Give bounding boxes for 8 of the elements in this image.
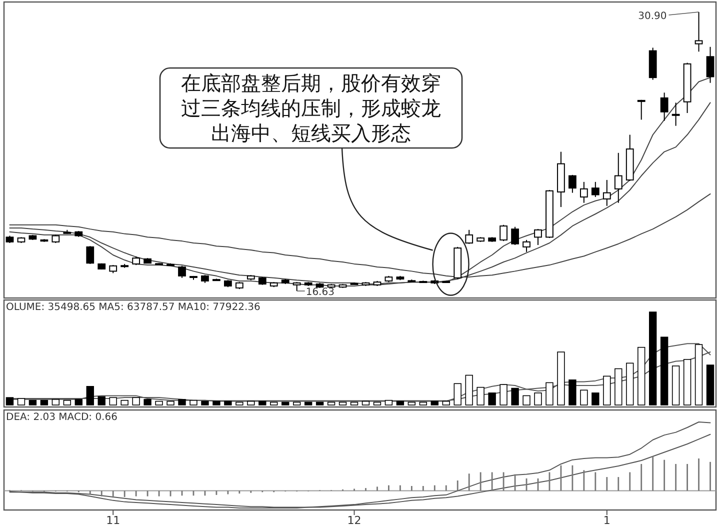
chart-title: DEA: 2.03 MACD: 0.66 xyxy=(6,412,118,423)
annotation: 30.90 xyxy=(638,11,667,22)
x-tick-label: 1 xyxy=(603,514,610,527)
x-tick-label: 12 xyxy=(347,514,362,527)
annotation: 在底部盘整后期，股价有效穿过三条均线的压制，形成蛟龙出海中、短线买入形态 xyxy=(180,71,442,146)
x-tick-label: 11 xyxy=(106,514,120,527)
chart-title: OLUME: 35498.65 MA5: 63787.57 MA10: 77922.36 xyxy=(6,302,260,313)
annotation: 16.63 xyxy=(306,287,334,298)
